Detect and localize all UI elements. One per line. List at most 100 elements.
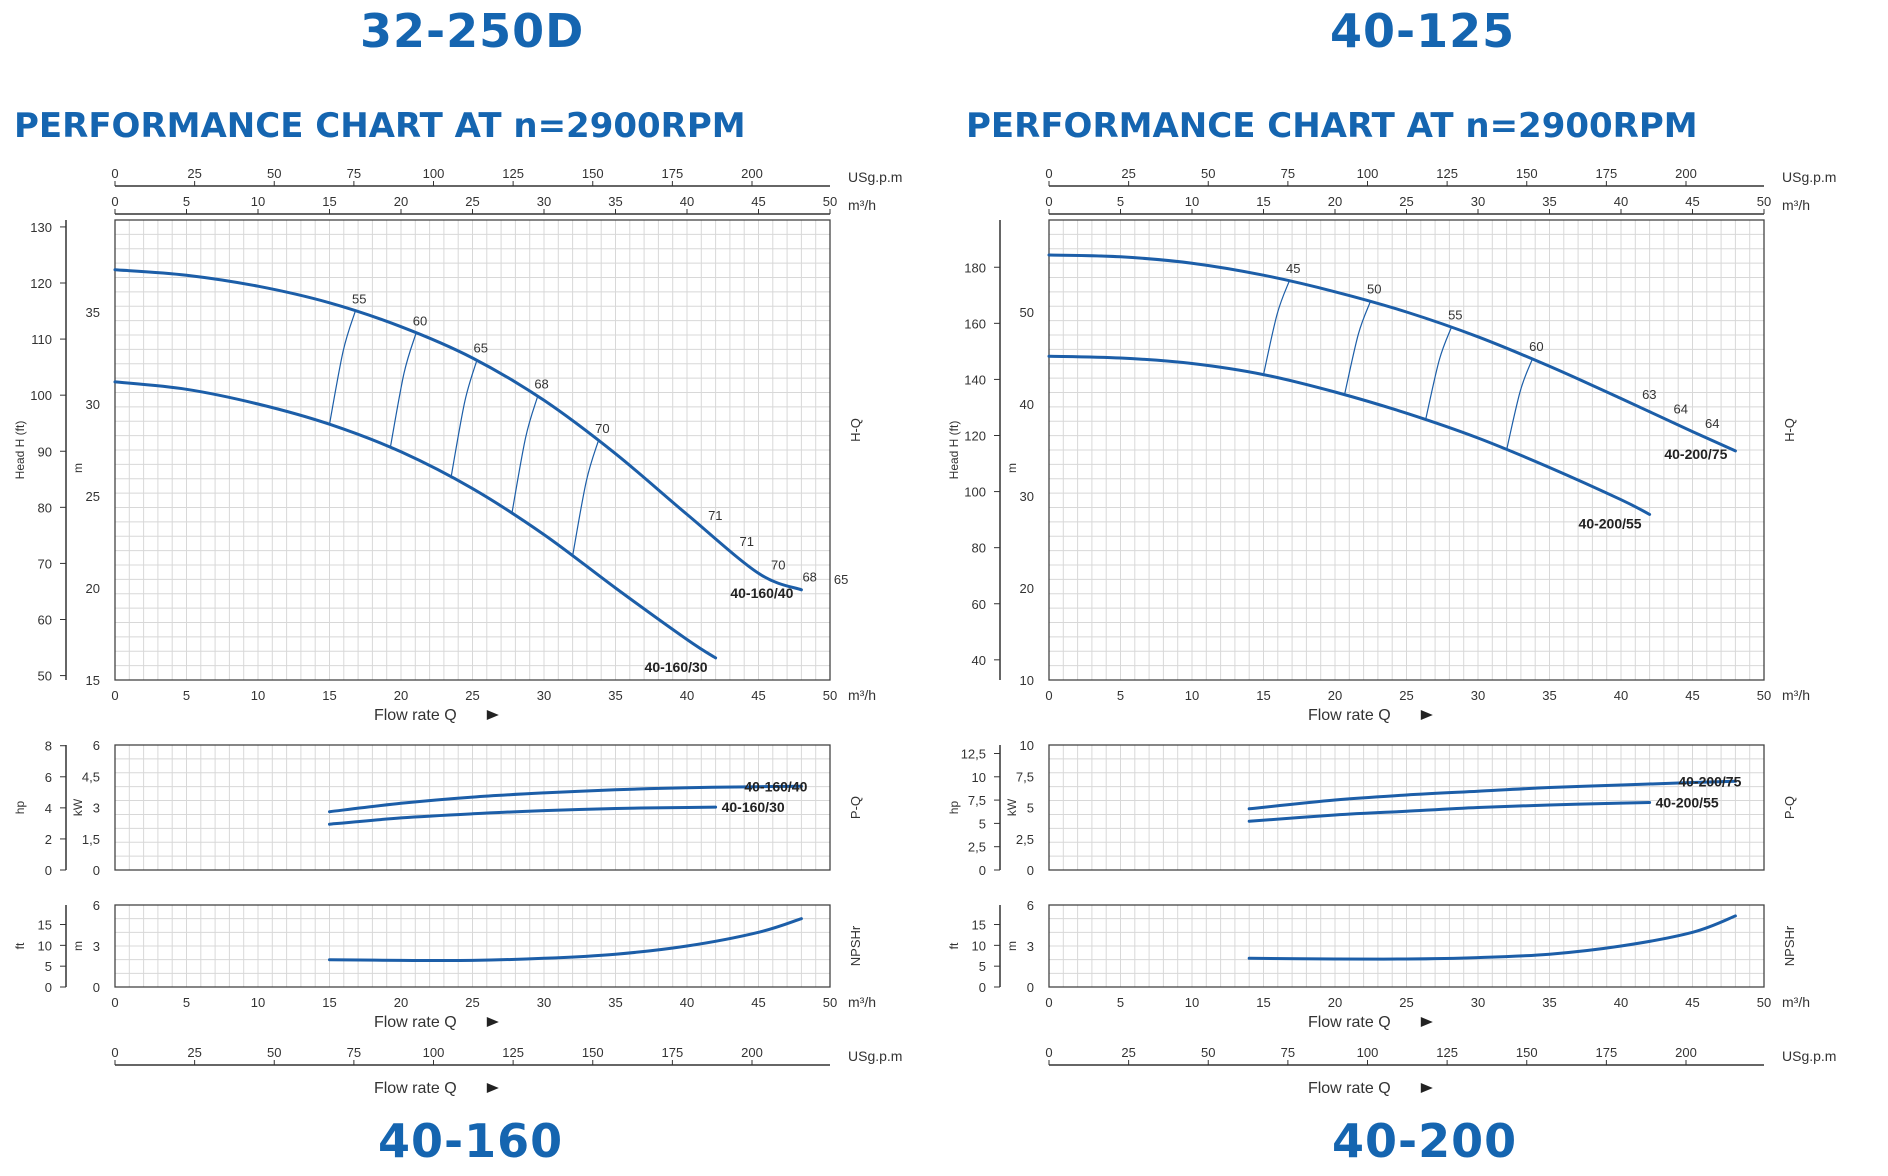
efficiency-label: 68: [802, 570, 816, 585]
hq-ft-tick-label: 80: [38, 500, 52, 515]
hq-x-tick-label: 40: [680, 688, 694, 703]
hq-x-tick-label: 15: [322, 688, 336, 703]
hq-ft-tick-label: 180: [964, 260, 986, 275]
pq-kw-tick-label: 4,5: [82, 769, 100, 784]
m3h-top-tick-label: 0: [111, 194, 118, 209]
usgpm-unit-top: USg.p.m: [848, 169, 902, 185]
hq-m-tick-label: 10: [1020, 673, 1034, 688]
efficiency-label: 55: [352, 291, 366, 306]
usgpm-top-tick-label: 75: [347, 166, 361, 181]
npsh-curve: [328, 917, 803, 963]
m3h-top-tick-label: 30: [537, 194, 551, 209]
usgpm-bottom-tick-label: 150: [582, 1045, 604, 1060]
npsh-x-tick-label: 25: [465, 995, 479, 1010]
efficiency-iso-line: [328, 310, 356, 425]
usgpm-bottom-tick-label: 25: [1121, 1045, 1135, 1060]
npsh-x-tick-label: 5: [183, 995, 190, 1010]
hq-m-tick-label: 20: [1020, 581, 1034, 596]
usgpm-bottom-tick-label: 100: [423, 1045, 445, 1060]
hq-x-tick-label: 35: [1542, 688, 1556, 703]
hq-x-tick-label: 5: [183, 688, 190, 703]
hq-x-tick-label: 10: [251, 688, 265, 703]
model-heading-40-125: 40-125: [1330, 4, 1516, 58]
npsh-x-tick-label: 45: [751, 995, 765, 1010]
hq-x-axis-label: Flow rate Q: [1308, 707, 1391, 724]
hq-x-tick-label: 50: [1757, 688, 1771, 703]
pq-curve-40-160/40: [328, 784, 803, 814]
efficiency-iso-line: [1506, 358, 1533, 451]
usgpm-top-tick-label: 175: [662, 166, 684, 181]
usgpm-top-tick-label: 125: [1436, 166, 1458, 181]
efficiency-label: 65: [834, 572, 848, 587]
performance-chart-left: 0 25 50 75 100 125 150 175 200 USg.p.m0 5 10 15 20 25 3…: [13, 166, 902, 1097]
npsh-x-tick-label: 50: [823, 995, 837, 1010]
pq-hp-tick-label: 6: [45, 770, 52, 785]
efficiency-label: 64: [1674, 402, 1688, 417]
npsh-m-tick-label: 0: [93, 980, 100, 995]
usgpm-top-tick-label: 200: [1675, 166, 1697, 181]
efficiency-label: 71: [708, 508, 722, 523]
usgpm-top-tick-label: 125: [502, 166, 524, 181]
efficiency-iso-line: [511, 395, 539, 515]
pq-hp-tick-label: 8: [45, 739, 52, 754]
hq-m-tick-label: 25: [86, 489, 100, 504]
hq-x-unit: m³/h: [848, 687, 876, 703]
hq-plot-frame: [1048, 219, 1765, 681]
efficiency-label: 45: [1286, 261, 1300, 276]
usgpm-bottom-tick-label: 75: [1281, 1045, 1295, 1060]
hq-ft-tick-label: 120: [30, 276, 52, 291]
usgpm-top-tick-label: 50: [267, 166, 281, 181]
npsh-x-tick-label: 25: [1399, 995, 1413, 1010]
hq-m-tick-label: 35: [86, 305, 100, 320]
pq-kw-axis-label: kW: [1005, 798, 1019, 816]
usgpm-bottom-tick-label: 200: [1675, 1045, 1697, 1060]
usgpm-top-tick-label: 75: [1281, 166, 1295, 181]
npsh-x-tick-label: 50: [1757, 995, 1771, 1010]
flow-arrow-icon: [486, 1083, 499, 1093]
hq-ft-tick-label: 80: [972, 541, 986, 556]
usgpm-unit-top: USg.p.m: [1782, 169, 1836, 185]
hq-m-tick-label: 50: [1020, 305, 1034, 320]
hq-series-label: 40-200/75: [1664, 446, 1727, 462]
pq-hp-tick-label: 12,5: [961, 746, 986, 761]
flow-arrow-icon: [486, 1017, 499, 1027]
hq-x-tick-label: 0: [1045, 688, 1052, 703]
m3h-top-tick-label: 10: [251, 194, 265, 209]
hq-x-tick-label: 15: [1256, 688, 1270, 703]
pq-kw-tick-label: 0: [1027, 863, 1034, 878]
npsh-x-tick-label: 35: [1542, 995, 1556, 1010]
flow-arrow-icon: [1420, 710, 1433, 720]
m3h-top-tick-label: 10: [1185, 194, 1199, 209]
usgpm-top-tick-label: 25: [187, 166, 201, 181]
npsh-x-tick-label: 20: [394, 995, 408, 1010]
usgpm-bottom-tick-label: 50: [1201, 1045, 1215, 1060]
pq-kw-tick-label: 3: [93, 801, 100, 816]
npsh-curve-label: NPSHr: [848, 925, 863, 966]
hq-curve-40-160/40: [113, 268, 803, 592]
hq-m-tick-label: 15: [86, 673, 100, 688]
usgpm-x-axis-label: Flow rate Q: [1308, 1080, 1391, 1097]
pq-kw-axis-label: kW: [71, 798, 85, 816]
hq-x-axis-label: Flow rate Q: [374, 707, 457, 724]
pq-series-label: 40-200/75: [1678, 773, 1741, 789]
pq-kw-tick-label: 2,5: [1016, 832, 1034, 847]
pq-curve-label: P-Q: [848, 796, 863, 819]
pq-kw-tick-label: 7,5: [1016, 769, 1034, 784]
usgpm-bottom-tick-label: 150: [1516, 1045, 1538, 1060]
m3h-top-tick-label: 25: [465, 194, 479, 209]
hq-x-tick-label: 20: [394, 688, 408, 703]
pq-hp-tick-label: 7,5: [968, 793, 986, 808]
hq-x-tick-label: 45: [751, 688, 765, 703]
hq-ft-tick-label: 160: [964, 316, 986, 331]
npsh-ft-tick-label: 15: [38, 918, 52, 933]
m3h-top-tick-label: 45: [751, 194, 765, 209]
efficiency-iso-line: [1262, 280, 1290, 376]
hq-ft-tick-label: 40: [972, 653, 986, 668]
hq-x-tick-label: 50: [823, 688, 837, 703]
hq-x-tick-label: 45: [1685, 688, 1699, 703]
hq-x-tick-label: 25: [1399, 688, 1413, 703]
efficiency-label: 70: [595, 421, 609, 436]
usgpm-bottom-tick-label: 125: [1436, 1045, 1458, 1060]
usgpm-bottom-tick-label: 0: [1045, 1045, 1052, 1060]
hq-plot-frame: [114, 219, 831, 681]
